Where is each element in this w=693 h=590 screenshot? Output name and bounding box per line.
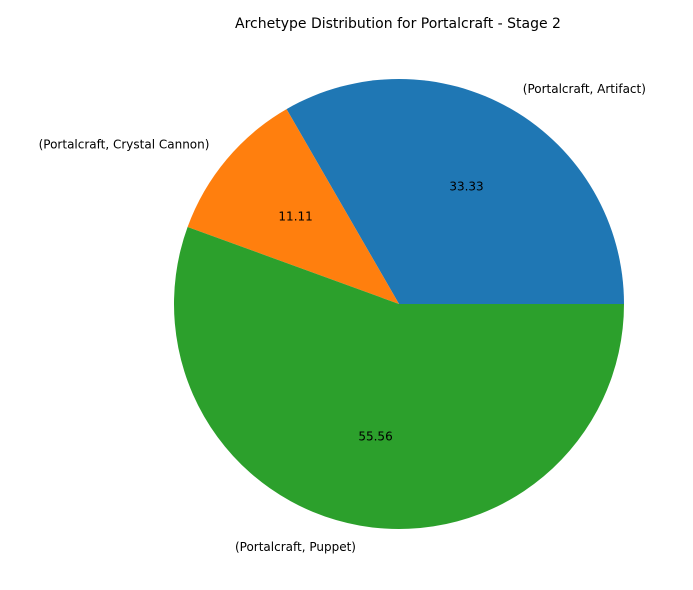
- pie-slice: [174, 226, 624, 529]
- slice-value-label: 11.11: [278, 210, 312, 224]
- slice-value-label: 55.56: [358, 429, 392, 443]
- slice-label: (Portalcraft, Puppet): [235, 540, 356, 554]
- slice-label: (Portalcraft, Artifact): [523, 82, 646, 96]
- pie-slice-labels: (Portalcraft, Artifact) (Portalcraft, Cry…: [39, 82, 646, 554]
- pie-slice: [286, 78, 624, 304]
- pie-slice: [187, 109, 399, 304]
- chart-title: Archetype Distribution for Portalcraft -…: [235, 16, 561, 32]
- pie-slices: [174, 78, 624, 529]
- slice-label: (Portalcraft, Crystal Cannon): [39, 137, 210, 151]
- slice-value-label: 33.33: [449, 180, 483, 194]
- pie-percent-labels: 33.33 11.11 55.56: [278, 180, 483, 444]
